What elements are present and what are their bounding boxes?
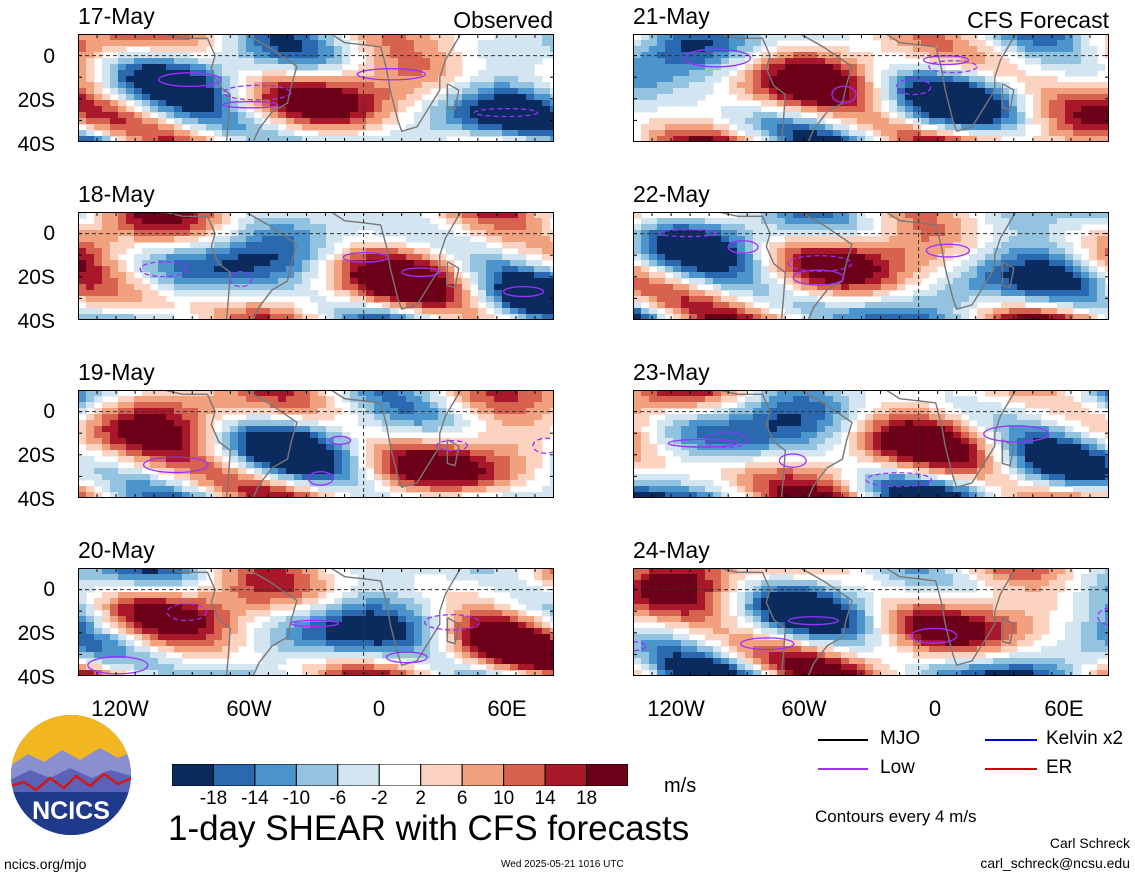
colorbar-tick-label: -18 bbox=[199, 788, 228, 809]
footer-url[interactable]: ncics.org/mjo bbox=[4, 856, 87, 872]
lon-label-60e-left: 60E bbox=[487, 696, 527, 721]
lat-label-20s-row2: 20S bbox=[17, 266, 55, 289]
lat-label-0-row3: 0 bbox=[43, 400, 55, 423]
lon-label-0-left: 0 bbox=[372, 696, 386, 721]
shear-map-forecast-2 bbox=[633, 212, 1109, 320]
colorbar-tick-label: 2 bbox=[415, 788, 426, 809]
colorbar-swatch bbox=[544, 764, 588, 786]
lat-label-0-row2: 0 bbox=[43, 222, 55, 245]
colorbar-tick-label: 14 bbox=[534, 788, 556, 809]
colorbar-tick-label: -10 bbox=[282, 788, 311, 809]
colorbar-swatch bbox=[212, 764, 256, 786]
legend-label-er: ER bbox=[1046, 757, 1073, 778]
lon-label-120w-right: 120W bbox=[647, 696, 705, 721]
colorbar-tick-label: 10 bbox=[493, 788, 515, 809]
ncics-logo: NCICS bbox=[11, 715, 131, 835]
cfs-forecast-header: CFS Forecast bbox=[967, 7, 1109, 33]
date-label-forecast-1: 21-May bbox=[633, 3, 710, 29]
colorbar bbox=[172, 764, 628, 786]
lat-label-20s-row3: 20S bbox=[17, 444, 55, 467]
shear-map-forecast-4 bbox=[633, 568, 1109, 676]
lon-label-60w-right: 60W bbox=[781, 696, 827, 721]
observed-header: Observed bbox=[453, 7, 553, 33]
colorbar-tick-label: -6 bbox=[329, 788, 347, 809]
legend-label-kelvin: Kelvin x2 bbox=[1046, 728, 1124, 749]
colorbar-tick-label: 18 bbox=[575, 788, 598, 809]
lon-label-0-right: 0 bbox=[928, 696, 942, 721]
lat-label-40s-row3: 40S bbox=[17, 488, 55, 511]
lon-label-60w-left: 60W bbox=[226, 696, 272, 721]
colorbar-tick-label: -14 bbox=[241, 788, 269, 809]
lat-label-0-row4: 0 bbox=[43, 578, 55, 601]
shear-map-observed-3 bbox=[78, 390, 554, 498]
shear-map-observed-2 bbox=[78, 212, 554, 320]
date-label-forecast-4: 24-May bbox=[633, 537, 710, 563]
shear-map-forecast-3 bbox=[633, 390, 1109, 498]
figure-title: 1-day SHEAR with CFS forecasts bbox=[168, 809, 690, 848]
lat-label-40s-row4: 40S bbox=[17, 666, 55, 689]
colorbar-swatch bbox=[586, 764, 628, 786]
date-label-observed-4: 20-May bbox=[78, 537, 155, 563]
legend-line-kelvin bbox=[985, 739, 1037, 741]
date-label-forecast-3: 23-May bbox=[633, 359, 710, 385]
legend-line-er bbox=[985, 768, 1037, 770]
colorbar-swatch bbox=[295, 764, 339, 786]
ncics-logo-text: NCICS bbox=[32, 797, 110, 825]
shear-map-forecast-1 bbox=[633, 34, 1109, 142]
colorbar-swatch bbox=[172, 764, 214, 786]
legend-label-low: Low bbox=[880, 757, 915, 778]
lat-label-20s-row1: 20S bbox=[17, 89, 55, 112]
lat-label-20s-row4: 20S bbox=[17, 622, 55, 645]
lat-label-40s-row2: 40S bbox=[17, 310, 55, 333]
footer-author: Carl Schreck bbox=[1049, 835, 1130, 851]
lon-label-60e-right: 60E bbox=[1044, 696, 1084, 721]
lat-label-0-row1: 0 bbox=[43, 45, 55, 68]
date-label-observed-2: 18-May bbox=[78, 181, 155, 207]
colorbar-swatch bbox=[378, 764, 422, 786]
date-label-observed-1: 17-May bbox=[78, 3, 155, 29]
date-label-forecast-2: 22-May bbox=[633, 181, 710, 207]
colorbar-swatch bbox=[503, 764, 546, 786]
shear-map-observed-1 bbox=[78, 34, 554, 142]
colorbar-tick-label: 6 bbox=[456, 788, 468, 809]
colorbar-tick-label: -2 bbox=[370, 788, 388, 809]
date-label-observed-3: 19-May bbox=[78, 359, 155, 385]
legend-line-mjo bbox=[818, 739, 868, 741]
contour-interval-note: Contours every 4 m/s bbox=[815, 807, 977, 826]
colorbar-swatch bbox=[420, 764, 463, 786]
legend-label-mjo: MJO bbox=[880, 728, 921, 749]
lon-label-120w-left: 120W bbox=[91, 696, 149, 721]
colorbar-unit: m/s bbox=[664, 775, 697, 797]
footer-timestamp: Wed 2025-05-21 1016 UTC bbox=[501, 859, 624, 870]
shear-map-observed-4 bbox=[78, 568, 554, 676]
legend-line-low bbox=[818, 768, 868, 770]
colorbar-swatch bbox=[461, 764, 505, 786]
lat-label-40s-row1: 40S bbox=[17, 133, 55, 156]
footer-email[interactable]: carl_schreck@ncsu.edu bbox=[980, 855, 1130, 871]
colorbar-swatch bbox=[337, 764, 380, 786]
colorbar-swatch bbox=[254, 764, 297, 786]
